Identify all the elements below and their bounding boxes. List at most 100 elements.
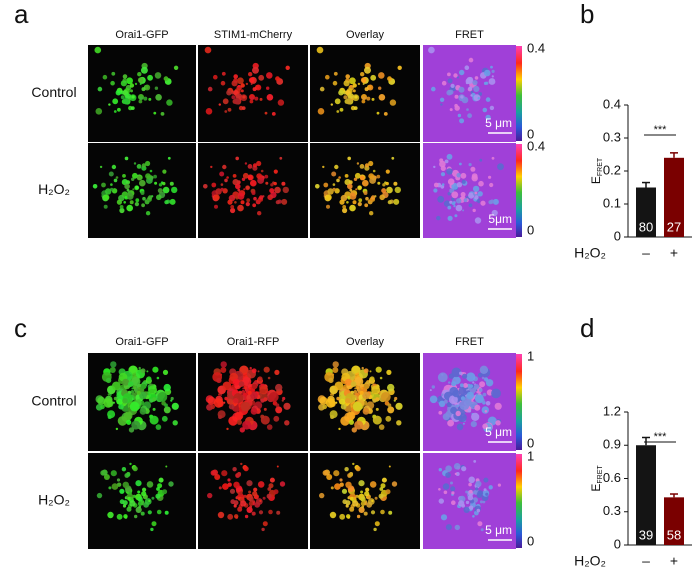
cell-spot [244, 162, 248, 165]
cell-spot [451, 191, 459, 199]
cell-spot [463, 198, 468, 203]
cell-spot [450, 481, 453, 485]
cell-spot [217, 511, 225, 519]
cell-spot [436, 215, 441, 221]
cell-spot [167, 156, 171, 160]
cell-spot [243, 494, 247, 498]
cell-spot [251, 383, 258, 390]
cell-spot [103, 398, 113, 408]
cell-spot [317, 108, 325, 115]
cell-spot [148, 385, 157, 395]
cell-spot [241, 390, 246, 394]
cell-spot [397, 65, 402, 71]
cell-spot [370, 74, 377, 81]
cell-spot [472, 515, 475, 518]
cell-spot [273, 181, 277, 186]
cell-spot [215, 188, 222, 195]
cell-spot [168, 481, 174, 487]
cell-spot [248, 496, 254, 502]
cell-spot [123, 514, 128, 519]
panel-label: c [14, 313, 27, 343]
cell-spot [235, 183, 241, 190]
cell-spot [472, 185, 480, 193]
cell-spot [462, 209, 465, 212]
cell-spot [440, 103, 443, 106]
cell-spot [149, 169, 153, 173]
cell-spot [130, 106, 135, 110]
cell-spot [485, 97, 491, 102]
cell-spot [118, 403, 124, 410]
cell-spot [213, 74, 218, 80]
scale-bar-label: 5 μm [485, 523, 512, 537]
cell-spot [283, 402, 291, 410]
cell-spot [472, 381, 475, 384]
cell-spot [140, 383, 147, 390]
cell-spot [393, 181, 398, 186]
significance-label: *** [654, 124, 668, 136]
cell-spot [238, 381, 245, 387]
cell-spot [478, 92, 483, 96]
y-axis-label-sub: FRET [597, 465, 604, 484]
cell-spot [453, 204, 456, 208]
cell-spot [481, 376, 485, 380]
y-tick-label: 0.3 [603, 503, 621, 518]
cell-spot [330, 393, 333, 396]
cell-spot [367, 84, 374, 91]
cell-spot [446, 168, 453, 175]
y-tick-label: 0.9 [603, 437, 621, 452]
cell-spot [279, 156, 283, 160]
cell-spot [126, 77, 133, 85]
cell-spot [123, 201, 126, 204]
cell-spot [474, 76, 479, 80]
cell-spot [162, 169, 167, 174]
cell-spot [253, 196, 257, 201]
cell-spot [473, 460, 477, 463]
cell-spot [128, 491, 132, 495]
cell-spot [377, 181, 381, 185]
y-tick-label: 0 [614, 228, 621, 243]
cell-spot [394, 186, 401, 194]
cell-spot [145, 160, 151, 167]
cell-spot [473, 490, 477, 495]
cell-spot [482, 392, 487, 397]
cell-spot [116, 513, 123, 520]
colorbar-min: 0 [527, 126, 534, 141]
cell-spot [355, 386, 359, 390]
cell-spot [363, 368, 369, 374]
cell-spot [466, 108, 469, 111]
cell-spot [247, 164, 253, 169]
column-header: STIM1-mCherry [214, 29, 293, 41]
cell-spot [445, 472, 451, 478]
cell-spot [322, 165, 325, 169]
cell-spot [380, 483, 386, 489]
cell-spot [141, 163, 146, 168]
cell-spot [316, 46, 324, 54]
cell-spot [237, 188, 241, 192]
cell-spot [482, 500, 486, 504]
cell-spot [322, 470, 329, 476]
cell-spot [450, 83, 455, 88]
cell-spot [158, 183, 163, 187]
cell-spot [354, 377, 364, 386]
cell-spot [459, 371, 463, 375]
cell-spot [334, 483, 341, 490]
cell-spot [134, 514, 138, 519]
cell-spot [171, 402, 179, 410]
cell-spot [256, 173, 263, 180]
cell-spot [491, 69, 495, 73]
cell-spot [155, 493, 161, 499]
cell-spot [334, 381, 344, 391]
cell-spot [232, 179, 239, 186]
cell-spot [347, 156, 352, 161]
cell-spot [217, 410, 226, 419]
cell-spot [135, 506, 142, 513]
cell-spot [145, 173, 151, 180]
cell-spot [115, 427, 119, 431]
cell-spot [254, 96, 259, 101]
cell-spot [251, 368, 257, 374]
cell-spot [267, 487, 272, 491]
cell-spot [467, 495, 474, 501]
cell-spot [213, 194, 220, 201]
cell-spot [364, 163, 370, 168]
cell-spot [391, 481, 398, 487]
